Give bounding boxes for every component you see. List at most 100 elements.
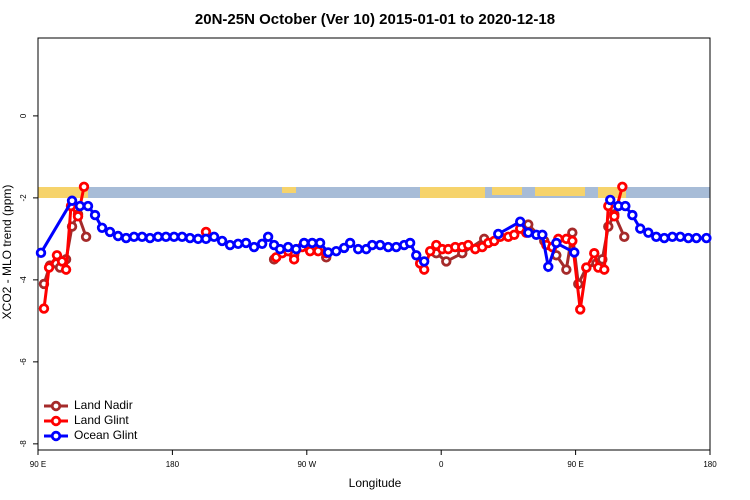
- data-point: [569, 247, 580, 258]
- plot-frame: [37, 37, 711, 451]
- data-point: [367, 239, 378, 251]
- legend-label: Ocean Glint: [74, 428, 138, 442]
- data-point: [160, 231, 172, 243]
- x-tick-label: 180: [166, 460, 180, 469]
- data-point: [617, 181, 628, 193]
- data-point: [144, 232, 156, 244]
- data-point: [304, 245, 316, 257]
- data-point: [441, 256, 452, 267]
- data-point: [56, 256, 68, 267]
- data-point: [619, 231, 630, 243]
- data-point: [537, 229, 548, 240]
- data-point: [691, 232, 702, 244]
- y-tick-label: -8: [19, 440, 28, 448]
- x-tick-label: 90 E: [567, 460, 583, 469]
- data-point: [152, 231, 164, 243]
- data-point: [635, 223, 646, 234]
- data-point: [240, 237, 252, 249]
- data-point: [523, 227, 534, 238]
- data-point: [274, 243, 286, 255]
- data-point: [374, 239, 386, 251]
- data-point: [72, 211, 84, 222]
- data-point: [38, 303, 50, 314]
- map-strip: [38, 187, 710, 198]
- data-point: [192, 233, 204, 245]
- data-point: [509, 229, 520, 240]
- legend-marker: [50, 415, 62, 427]
- data-point: [216, 235, 228, 247]
- data-point: [391, 241, 402, 253]
- chart-title: 20N-25N October (Ver 10) 2015-01-01 to 2…: [195, 11, 555, 28]
- data-point: [136, 231, 148, 243]
- data-point: [128, 231, 140, 243]
- data-point: [411, 250, 422, 261]
- data-point: [80, 231, 92, 243]
- data-point: [581, 262, 592, 273]
- y-tick-label: 0: [19, 113, 28, 118]
- data-point: [667, 231, 678, 243]
- x-tick-label: 180: [703, 460, 717, 469]
- data-point: [463, 239, 474, 251]
- data-point: [352, 243, 364, 255]
- data-point: [176, 231, 188, 243]
- x-tick-label: 90 W: [297, 460, 316, 469]
- data-point: [418, 264, 430, 275]
- data-point: [66, 195, 78, 206]
- data-point: [200, 233, 212, 245]
- data-point: [82, 200, 94, 212]
- y-tick-label: -2: [19, 194, 28, 202]
- data-point: [35, 247, 47, 259]
- data-point: [248, 241, 260, 253]
- data-point: [224, 239, 236, 251]
- data-point: [290, 243, 302, 255]
- y-tick-label: -4: [19, 276, 28, 284]
- data-point: [312, 245, 324, 257]
- x-tick-label: 90 E: [30, 460, 46, 469]
- data-point: [262, 231, 274, 243]
- data-point: [322, 247, 334, 258]
- data-point: [168, 231, 180, 243]
- data-point: [112, 230, 124, 242]
- data-point: [208, 231, 220, 243]
- y-tick-label: -6: [19, 358, 28, 366]
- data-point: [344, 237, 356, 249]
- data-point: [575, 304, 586, 315]
- legend-marker: [50, 430, 62, 442]
- data-point: [701, 232, 712, 244]
- data-point: [74, 200, 86, 212]
- data-point: [404, 237, 416, 249]
- data-point: [620, 200, 631, 212]
- data-point: [382, 241, 394, 253]
- data-point: [659, 232, 670, 244]
- data-point: [627, 209, 638, 221]
- data-point: [683, 232, 694, 244]
- data-point: [306, 237, 318, 249]
- data-point: [643, 227, 654, 238]
- data-point: [120, 232, 132, 244]
- data-point: [78, 181, 90, 193]
- legend-marker: [50, 400, 62, 412]
- data-point: [51, 250, 63, 261]
- y-axis-label: XCO2 - MLO trend (ppm): [0, 185, 14, 320]
- data-point: [605, 194, 616, 206]
- data-point: [314, 237, 326, 249]
- legend-label: Land Nadir: [74, 398, 133, 412]
- data-point: [651, 231, 662, 243]
- data-point: [232, 238, 244, 249]
- legend-label: Land Glint: [74, 413, 129, 427]
- data-point: [543, 261, 554, 272]
- data-point: [514, 216, 526, 227]
- data-point: [561, 264, 572, 275]
- data-point: [256, 238, 268, 249]
- data-point: [418, 256, 430, 267]
- data-point: [589, 248, 600, 259]
- data-point: [96, 222, 108, 234]
- data-point: [609, 211, 620, 222]
- data-point: [104, 226, 116, 238]
- data-point: [282, 241, 294, 253]
- data-point: [424, 245, 436, 257]
- data-point: [60, 264, 72, 275]
- data-point: [184, 232, 196, 244]
- data-point: [288, 254, 300, 265]
